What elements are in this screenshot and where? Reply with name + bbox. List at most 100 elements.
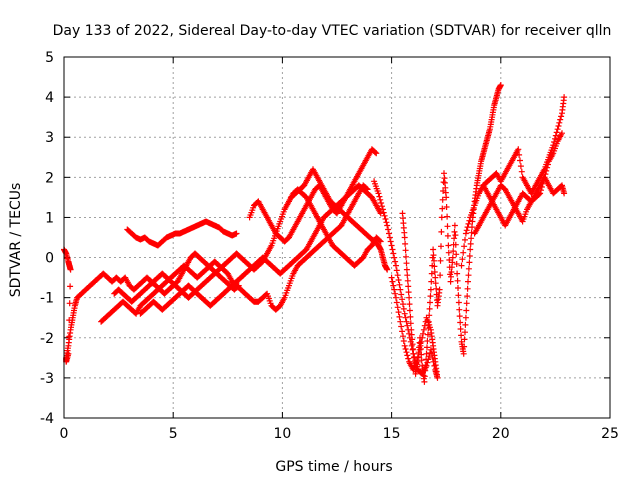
data-point	[460, 350, 467, 357]
data-point	[440, 179, 447, 186]
data-point	[555, 123, 562, 129]
data-point	[465, 272, 472, 279]
data-point	[552, 132, 559, 139]
y-tick-label: 2	[45, 170, 54, 186]
data-point	[456, 306, 463, 313]
y-tick-label: 0	[45, 251, 54, 267]
data-point	[425, 325, 432, 332]
data-point	[385, 226, 392, 233]
data-point	[467, 246, 474, 253]
data-point	[402, 314, 409, 321]
y-tick-label: -2	[40, 331, 54, 347]
data-point	[421, 373, 428, 380]
data-point	[468, 229, 475, 236]
data-point	[389, 246, 396, 253]
data-point	[405, 289, 412, 296]
data-point	[465, 220, 472, 227]
data-point	[404, 272, 411, 279]
data-point	[462, 329, 468, 336]
data-point	[397, 318, 404, 325]
data-point	[401, 234, 408, 241]
data-point	[425, 318, 432, 325]
data-point	[433, 285, 440, 292]
data-point	[544, 164, 551, 171]
data-point	[379, 206, 386, 213]
data-point	[417, 346, 424, 352]
data-point	[423, 356, 430, 363]
data-point	[403, 260, 410, 267]
data-point	[536, 191, 543, 198]
data-point	[391, 286, 398, 293]
data-point	[466, 217, 473, 224]
data-point	[395, 277, 402, 283]
data-point	[455, 299, 462, 306]
data-point	[372, 149, 379, 156]
data-point	[407, 313, 414, 320]
data-point	[387, 238, 394, 245]
data-point	[451, 235, 458, 242]
data-point	[403, 253, 409, 260]
data-point	[497, 82, 504, 89]
data-point	[384, 222, 391, 229]
data-point	[377, 196, 384, 203]
data-point	[545, 161, 551, 168]
data-point	[561, 94, 568, 101]
data-point	[390, 282, 397, 289]
data-point	[393, 267, 400, 274]
data-point	[67, 283, 74, 290]
data-point	[394, 272, 401, 279]
data-point	[428, 278, 435, 285]
data-point	[459, 256, 466, 263]
data-point	[450, 248, 457, 255]
data-point	[398, 291, 405, 298]
data-point	[424, 344, 430, 351]
data-point	[391, 254, 398, 261]
tick-labels: 0 5 10 15 20 25 -4 -3 -2 -1 0 1 2 3 4 5	[40, 50, 619, 442]
data-point	[432, 280, 439, 287]
data-point	[376, 237, 383, 244]
data-point	[388, 242, 395, 249]
data-point	[392, 290, 399, 297]
data-point	[426, 312, 433, 319]
data-point	[516, 151, 523, 158]
data-point	[388, 274, 395, 281]
data-point	[399, 296, 406, 303]
data-point	[439, 205, 446, 212]
data-point	[461, 336, 468, 343]
data-point	[444, 213, 451, 220]
data-point	[393, 262, 399, 269]
x-tick-label: 25	[601, 426, 619, 442]
data-point	[424, 338, 431, 344]
data-point	[380, 209, 387, 216]
data-point	[438, 214, 445, 221]
data-point	[406, 301, 413, 308]
x-tick-label: 0	[60, 426, 69, 442]
data-point	[556, 119, 563, 126]
y-tick-label: 3	[45, 130, 54, 146]
data-point	[395, 309, 402, 316]
data-point	[444, 232, 451, 239]
data-points	[61, 82, 568, 385]
data-point	[400, 301, 406, 308]
data-point	[466, 259, 473, 266]
data-point	[445, 249, 452, 256]
data-point	[454, 277, 461, 284]
data-point	[377, 238, 384, 245]
data-point	[557, 116, 564, 123]
data-point	[422, 362, 429, 369]
data-point	[464, 285, 471, 292]
data-point	[561, 190, 568, 197]
data-point	[437, 272, 444, 279]
data-point	[400, 305, 407, 312]
data-point	[405, 355, 412, 362]
data-point	[463, 300, 470, 307]
data-point	[462, 230, 469, 237]
data-point	[421, 322, 428, 329]
data-point	[458, 262, 465, 269]
data-point	[438, 228, 445, 235]
plot-frame	[63, 56, 611, 419]
y-tick-label: 1	[45, 210, 54, 226]
data-point	[518, 168, 525, 175]
